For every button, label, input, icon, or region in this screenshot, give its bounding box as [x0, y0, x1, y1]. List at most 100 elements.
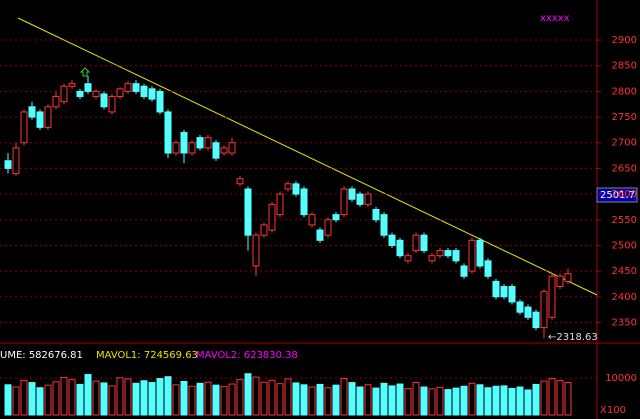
- candle-body: [388, 234, 396, 246]
- candle-body: [92, 90, 100, 98]
- candle-body: [84, 83, 92, 92]
- current-price: 2501.7: [600, 190, 635, 201]
- candle-body: [404, 255, 412, 262]
- volume-bar: [76, 383, 84, 416]
- candle-body: [236, 178, 244, 185]
- volume-bar: [404, 387, 412, 416]
- candle-body: [260, 224, 268, 236]
- y-tick-label: 2600: [612, 189, 637, 200]
- volume-bar: [92, 380, 100, 416]
- volume-bar: [292, 382, 300, 416]
- candle-body: [524, 306, 532, 318]
- candle-body: [500, 286, 508, 298]
- volume-bar: [124, 378, 132, 416]
- volume-bar: [164, 376, 172, 416]
- volume-bar: [476, 384, 484, 416]
- candle-body: [484, 260, 492, 277]
- volume-bar: [196, 382, 204, 416]
- mavol1-label: MAVOL1: 724569.63: [96, 350, 198, 361]
- candle-body: [284, 183, 292, 190]
- volume-bar: [188, 385, 196, 416]
- candle-body: [180, 131, 188, 154]
- volume-bar: [4, 384, 12, 416]
- candle-body: [460, 265, 468, 277]
- volume-bar: [172, 384, 180, 416]
- candle-body: [380, 214, 388, 236]
- volume-bar: [308, 386, 316, 416]
- y-tick-label: 2500: [612, 240, 637, 251]
- candle-body: [204, 137, 212, 149]
- volume-bar: [508, 387, 516, 416]
- volume-bar: [300, 384, 308, 416]
- candle-body: [436, 250, 444, 257]
- volume-bar: [148, 382, 156, 416]
- y-tick-label: 2700: [612, 138, 637, 149]
- candle-body: [396, 239, 404, 257]
- candle-body: [452, 250, 460, 262]
- volume-bar: [156, 378, 164, 416]
- candle-body: [372, 208, 380, 221]
- y-tick-label: 2850: [612, 61, 637, 72]
- y-tick-label: 2400: [612, 292, 637, 303]
- marker: xxxxx: [540, 13, 570, 24]
- volume-bar: [396, 383, 404, 416]
- candle-body: [444, 250, 452, 257]
- volume-bar: [372, 387, 380, 416]
- candle-body: [20, 111, 28, 144]
- volume-bar: [52, 381, 60, 416]
- volume-bar: [460, 385, 468, 416]
- volume-unit: X100: [600, 405, 626, 416]
- candle-body: [420, 234, 428, 252]
- volume-bar: [388, 385, 396, 416]
- volume-bar: [28, 382, 36, 416]
- volume-bar: [252, 376, 260, 416]
- volume-bar: [500, 385, 508, 416]
- volume-bar: [100, 382, 108, 416]
- candle-body: [228, 142, 236, 154]
- candle-body: [44, 106, 52, 128]
- candle-body: [316, 229, 324, 241]
- candle-body: [4, 160, 12, 169]
- volume-bar: [516, 386, 524, 416]
- candle-body: [340, 188, 348, 216]
- volume-label: UME: 582676.81: [0, 350, 83, 361]
- candle-body: [532, 311, 540, 329]
- volume-bar: [228, 383, 236, 416]
- candle-body: [212, 142, 220, 159]
- vol-tick-label: 10000: [605, 373, 637, 384]
- low-annotation: ←2318.63: [548, 332, 598, 343]
- candle-body: [348, 188, 356, 200]
- candle-body: [364, 193, 372, 205]
- candle-body: [476, 239, 484, 267]
- candle-body: [220, 147, 228, 154]
- volume-bar: [548, 378, 556, 416]
- volume-bar: [20, 379, 28, 416]
- volume-bar: [452, 387, 460, 416]
- candle-body: [156, 90, 164, 113]
- candle-body: [252, 234, 260, 267]
- volume-bar: [236, 379, 244, 416]
- volume-bar: [12, 386, 20, 416]
- candle-body: [12, 147, 20, 175]
- candle-body: [412, 234, 420, 252]
- candle-body: [428, 255, 436, 262]
- candle-body: [292, 183, 300, 195]
- candle-body: [116, 88, 124, 98]
- y-tick-label: 2750: [612, 112, 637, 123]
- candle-body: [356, 193, 364, 205]
- volume-bar: [532, 383, 540, 416]
- volume-bar: [276, 383, 284, 416]
- volume-bar: [524, 389, 532, 416]
- candle-body: [276, 193, 284, 216]
- candle-body: [188, 142, 196, 154]
- volume-bar: [284, 378, 292, 416]
- candle-body: [508, 286, 516, 303]
- candle-body: [308, 214, 316, 226]
- candle-body: [172, 142, 180, 154]
- volume-bar: [260, 381, 268, 416]
- volume-bar: [564, 382, 572, 416]
- candle-body: [108, 96, 116, 113]
- y-tick-label: 2450: [612, 266, 637, 277]
- volume-bar: [340, 378, 348, 416]
